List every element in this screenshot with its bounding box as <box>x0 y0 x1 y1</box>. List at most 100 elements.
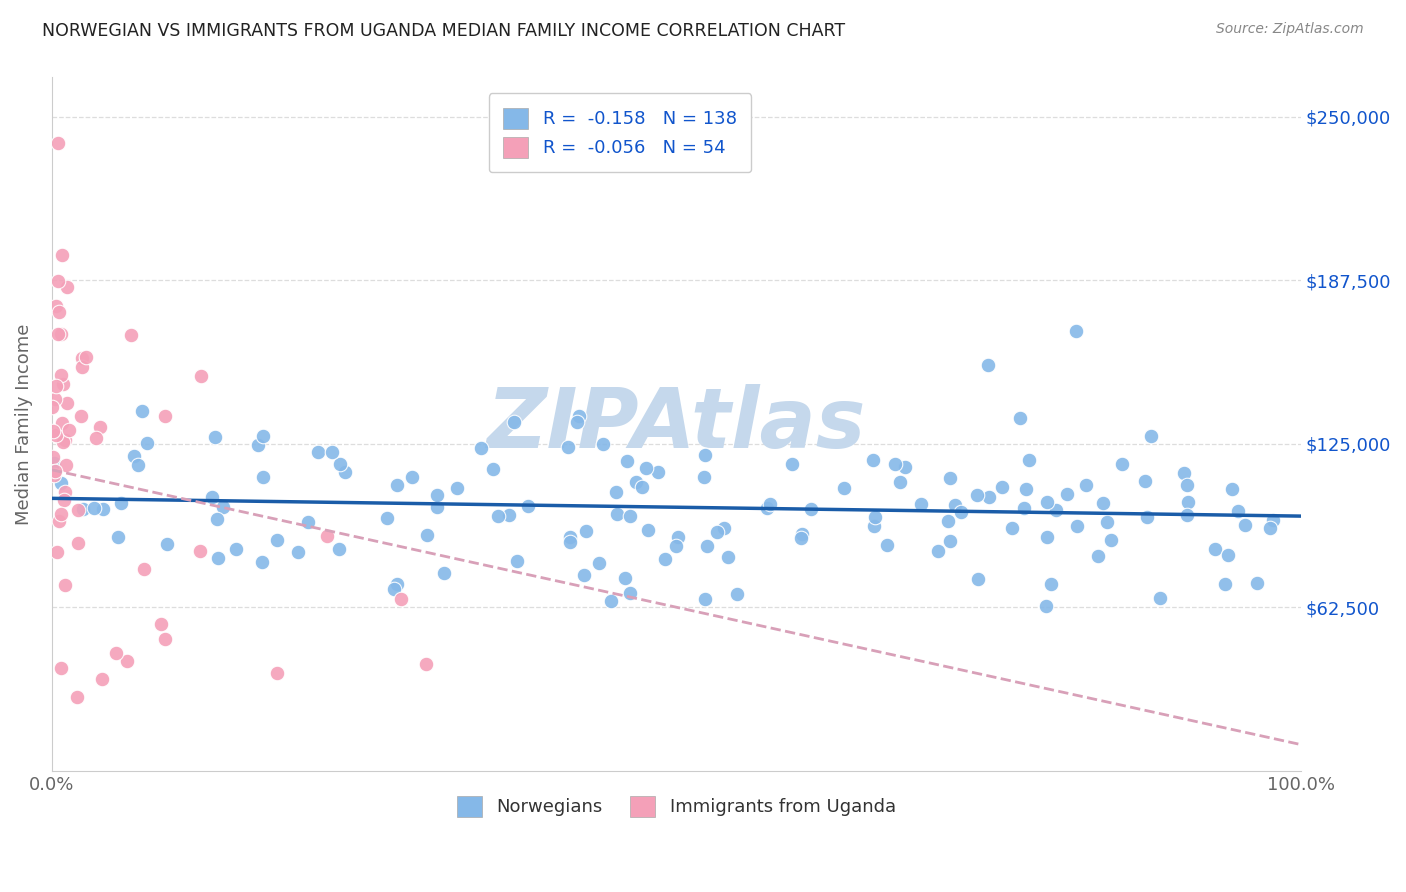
Point <box>51 416 73 430</box>
Point <box>693 470 716 484</box>
Point <box>52 435 75 450</box>
Point <box>1008 411 1031 425</box>
Point <box>588 556 610 570</box>
Point <box>51 368 73 382</box>
Point <box>696 539 718 553</box>
Point <box>122 449 145 463</box>
Point <box>939 534 962 549</box>
Point <box>46 136 69 150</box>
Point <box>55 458 77 472</box>
Point <box>863 519 886 533</box>
Point <box>58 423 80 437</box>
Point <box>52 376 75 391</box>
Point <box>1213 576 1236 591</box>
Point <box>966 488 988 502</box>
Point <box>862 453 884 467</box>
Point <box>936 515 959 529</box>
Point <box>1035 599 1057 613</box>
Point <box>1001 521 1024 535</box>
Point <box>46 274 69 288</box>
Point <box>1018 453 1040 467</box>
Point <box>211 500 233 515</box>
Point <box>287 545 309 559</box>
Point <box>45 545 67 559</box>
Point <box>614 572 637 586</box>
Point <box>266 665 288 680</box>
Point <box>950 505 973 519</box>
Point <box>51 507 73 521</box>
Point <box>1216 548 1239 562</box>
Point <box>800 501 823 516</box>
Point <box>225 541 247 556</box>
Point <box>201 490 224 504</box>
Point <box>385 478 408 492</box>
Point <box>1087 549 1109 563</box>
Point <box>104 646 127 660</box>
Point <box>1066 518 1088 533</box>
Point <box>42 424 65 438</box>
Point <box>665 539 688 553</box>
Point <box>695 592 717 607</box>
Point <box>1097 516 1119 530</box>
Point <box>654 552 676 566</box>
Point <box>83 501 105 516</box>
Text: Source: ZipAtlas.com: Source: ZipAtlas.com <box>1216 22 1364 37</box>
Point <box>1234 518 1257 533</box>
Point <box>1111 457 1133 471</box>
Point <box>758 497 780 511</box>
Point <box>565 415 588 429</box>
Point <box>470 441 492 455</box>
Point <box>1099 533 1122 547</box>
Point <box>66 690 89 705</box>
Point <box>832 481 855 495</box>
Point <box>558 530 581 544</box>
Point <box>415 657 437 671</box>
Point <box>876 538 898 552</box>
Point <box>755 501 778 516</box>
Point <box>67 536 90 550</box>
Point <box>188 544 211 558</box>
Point <box>990 480 1012 494</box>
Point <box>115 654 138 668</box>
Point <box>616 454 638 468</box>
Point <box>558 534 581 549</box>
Y-axis label: Median Family Income: Median Family Income <box>15 324 32 524</box>
Point <box>637 523 659 537</box>
Point <box>1177 495 1199 509</box>
Point <box>307 445 329 459</box>
Point <box>45 299 67 313</box>
Point <box>247 438 270 452</box>
Point <box>153 409 176 424</box>
Point <box>72 501 94 516</box>
Point <box>1175 508 1198 523</box>
Point <box>42 450 65 464</box>
Legend: Norwegians, Immigrants from Uganda: Norwegians, Immigrants from Uganda <box>450 789 903 824</box>
Point <box>481 462 503 476</box>
Point <box>592 437 614 451</box>
Point <box>1135 474 1157 488</box>
Point <box>780 457 803 471</box>
Point <box>91 502 114 516</box>
Point <box>401 470 423 484</box>
Point <box>48 514 70 528</box>
Point <box>624 475 647 489</box>
Point <box>110 496 132 510</box>
Point <box>75 350 97 364</box>
Point <box>1076 477 1098 491</box>
Point <box>600 594 623 608</box>
Point <box>943 498 966 512</box>
Point <box>70 359 93 374</box>
Point <box>375 510 398 524</box>
Point <box>717 549 740 564</box>
Point <box>1045 503 1067 517</box>
Point <box>1056 487 1078 501</box>
Point <box>713 521 735 535</box>
Point <box>67 502 90 516</box>
Point <box>605 484 627 499</box>
Point <box>89 419 111 434</box>
Point <box>328 457 350 471</box>
Point <box>52 492 75 507</box>
Point <box>46 326 69 341</box>
Point <box>790 531 813 545</box>
Point <box>568 409 591 424</box>
